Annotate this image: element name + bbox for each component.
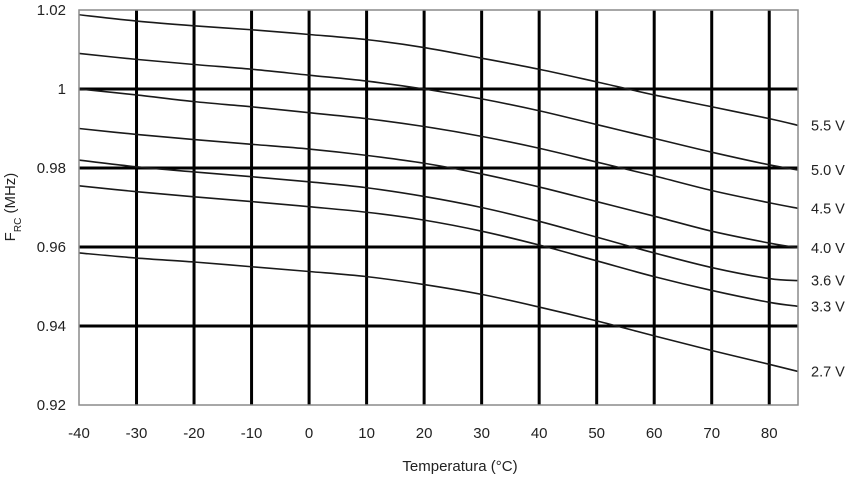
series-line [78,127,799,249]
plot-frame [78,9,799,406]
x-tick-label: -30 [126,425,148,442]
y-tick-label: 1.02 [37,2,66,19]
series-line [78,252,799,373]
x-axis-ticks: -40 -30 -20 -10 0 10 20 30 40 50 60 70 80 [68,425,777,442]
series-group [78,13,799,373]
y-axis-title: FRC (MHz) [2,173,24,242]
grid [79,10,798,405]
y-tick-label: 0.96 [37,239,66,256]
series-label: 4.0 V [811,241,845,257]
series-label: 3.3 V [811,299,845,315]
x-tick-label: -10 [241,425,263,442]
x-tick-label: 60 [646,425,663,442]
x-tick-label: -20 [183,425,205,442]
x-axis-title: Temperatura (°C) [402,458,517,475]
series-label: 3.6 V [811,274,845,290]
y-tick-label: 0.92 [37,397,66,414]
x-tick-label: 30 [473,425,490,442]
series-label: 4.5 V [811,201,845,217]
x-tick-label: 40 [531,425,548,442]
series-line [78,13,799,127]
series-line [78,159,799,282]
series-label: 5.0 V [811,163,845,179]
y-axis-title-main: F [2,232,19,241]
series-label: 5.5 V [811,118,845,134]
y-axis-title-subscript: RC [13,218,24,232]
series-line [78,88,799,210]
series-labels: 5.5 V 5.0 V 4.5 V 4.0 V 3.6 V 3.3 V 2.7 V [811,118,845,380]
y-axis-title-unit: (MHz) [2,173,19,218]
series-line [78,52,799,171]
x-tick-label: 80 [761,425,778,442]
x-tick-label: 70 [703,425,720,442]
series-label: 2.7 V [811,364,845,380]
x-tick-label: 20 [416,425,433,442]
y-tick-label: 1 [58,81,66,98]
x-tick-label: 50 [588,425,605,442]
y-tick-label: 0.94 [37,318,66,335]
x-tick-label: 10 [358,425,375,442]
series-line [78,184,799,308]
y-axis-ticks: 0.92 0.94 0.96 0.98 1 1.02 [37,2,66,414]
y-tick-label: 0.98 [37,160,66,177]
x-tick-label: -40 [68,425,90,442]
x-tick-label: 0 [305,425,313,442]
